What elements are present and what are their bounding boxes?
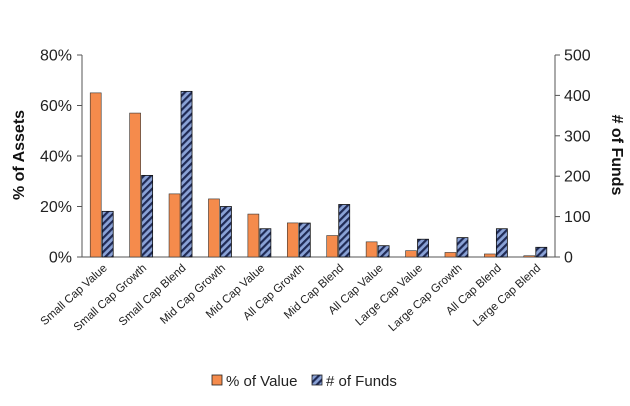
legend: % of Value # of Funds: [211, 373, 397, 390]
bar-value: [444, 252, 457, 258]
y2-tick-label: 0: [564, 250, 573, 267]
y-tick-label: 40%: [40, 149, 72, 166]
bar-funds: [141, 174, 154, 258]
x-tick-label: Large Cap Growth: [387, 262, 465, 334]
bar-funds: [298, 222, 311, 258]
x-tick-label: Small Cap Growth: [72, 262, 149, 333]
bar-funds: [417, 238, 429, 258]
bar-funds: [338, 204, 351, 258]
bar-value: [247, 213, 260, 258]
bar-funds: [377, 245, 390, 258]
y2-axis-title: # of Funds: [608, 115, 625, 196]
x-tick-label: Large Cap Value: [354, 262, 426, 328]
bar-funds: [495, 228, 508, 258]
bar-funds: [456, 237, 469, 258]
bar-value: [523, 255, 536, 258]
y-tick-label: 60%: [40, 98, 72, 115]
plot-area: 0% 20% 40% 60% 80% 0 100 200 300 400 500 Small Cap …: [39, 48, 591, 335]
bar-funds: [535, 246, 548, 258]
y2-tick-label: 200: [564, 169, 591, 186]
bar-value: [405, 250, 417, 258]
bar-value: [286, 222, 299, 258]
bar-funds: [101, 210, 114, 258]
legend-label-value: % of Value: [226, 373, 297, 390]
bar-value: [484, 253, 496, 258]
bar-value: [129, 112, 141, 258]
x-tick-label: Large Cap Blend: [471, 262, 543, 329]
bar-value: [326, 235, 339, 258]
legend-label-funds: # of Funds: [326, 373, 397, 390]
y-tick-label: 20%: [40, 199, 72, 216]
bar-value: [168, 193, 181, 258]
bar-funds: [259, 228, 272, 258]
x-tick-label: Small Cap Value: [39, 262, 110, 328]
legend-swatch-funds: [311, 374, 323, 386]
y-tick-label: 80%: [40, 48, 72, 65]
bar-value: [208, 198, 220, 258]
y-tick-label: 0%: [49, 250, 72, 267]
legend-swatch-value: [211, 374, 223, 386]
x-tick-label: Small Cap Blend: [117, 262, 189, 328]
y2-tick-label: 500: [564, 48, 591, 65]
y2-tick-label: 400: [564, 88, 591, 105]
bar-value: [89, 92, 102, 258]
y-axis-title: % of Assets: [11, 110, 28, 200]
bar-funds: [180, 90, 193, 258]
bar-value: [365, 241, 378, 258]
y2-tick-label: 100: [564, 209, 591, 226]
y2-tick-label: 300: [564, 128, 591, 145]
bar-funds: [220, 206, 232, 258]
